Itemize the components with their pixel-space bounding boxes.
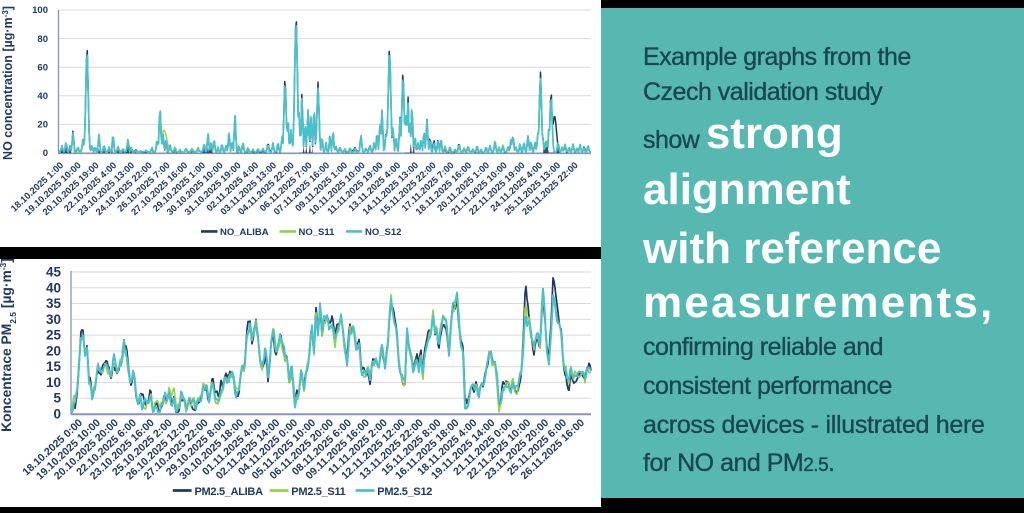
svg-text:0: 0 — [43, 148, 48, 159]
svg-text:0: 0 — [53, 407, 61, 422]
svg-text:NO_ALIBA: NO_ALIBA — [220, 227, 269, 238]
svg-text:80: 80 — [37, 34, 48, 45]
svg-text:NO concentration [µg·m-3]: NO concentration [µg·m-3] — [1, 6, 16, 160]
svg-text:20: 20 — [37, 120, 48, 131]
svg-text:15: 15 — [46, 359, 62, 374]
svg-text:PM2.5_ALIBA: PM2.5_ALIBA — [195, 486, 264, 498]
svg-text:Koncentrace PM2.5 [µg·m-3]: Koncentrace PM2.5 [µg·m-3] — [0, 259, 18, 432]
svg-text:5: 5 — [53, 391, 61, 406]
svg-text:PM2.5_S12: PM2.5_S12 — [377, 486, 432, 498]
svg-text:35: 35 — [46, 296, 62, 311]
svg-text:10: 10 — [46, 375, 61, 390]
svg-text:45: 45 — [46, 265, 62, 280]
svg-text:NO_S11: NO_S11 — [299, 227, 336, 238]
svg-text:PM2.5_S11: PM2.5_S11 — [291, 486, 345, 498]
svg-text:NO_S12: NO_S12 — [365, 227, 401, 238]
svg-text:25: 25 — [46, 328, 62, 343]
svg-text:60: 60 — [37, 62, 48, 73]
svg-text:100: 100 — [32, 5, 48, 16]
svg-text:40: 40 — [46, 280, 61, 295]
svg-text:20: 20 — [46, 343, 61, 358]
svg-text:40: 40 — [37, 91, 48, 102]
svg-text:30: 30 — [46, 312, 61, 327]
